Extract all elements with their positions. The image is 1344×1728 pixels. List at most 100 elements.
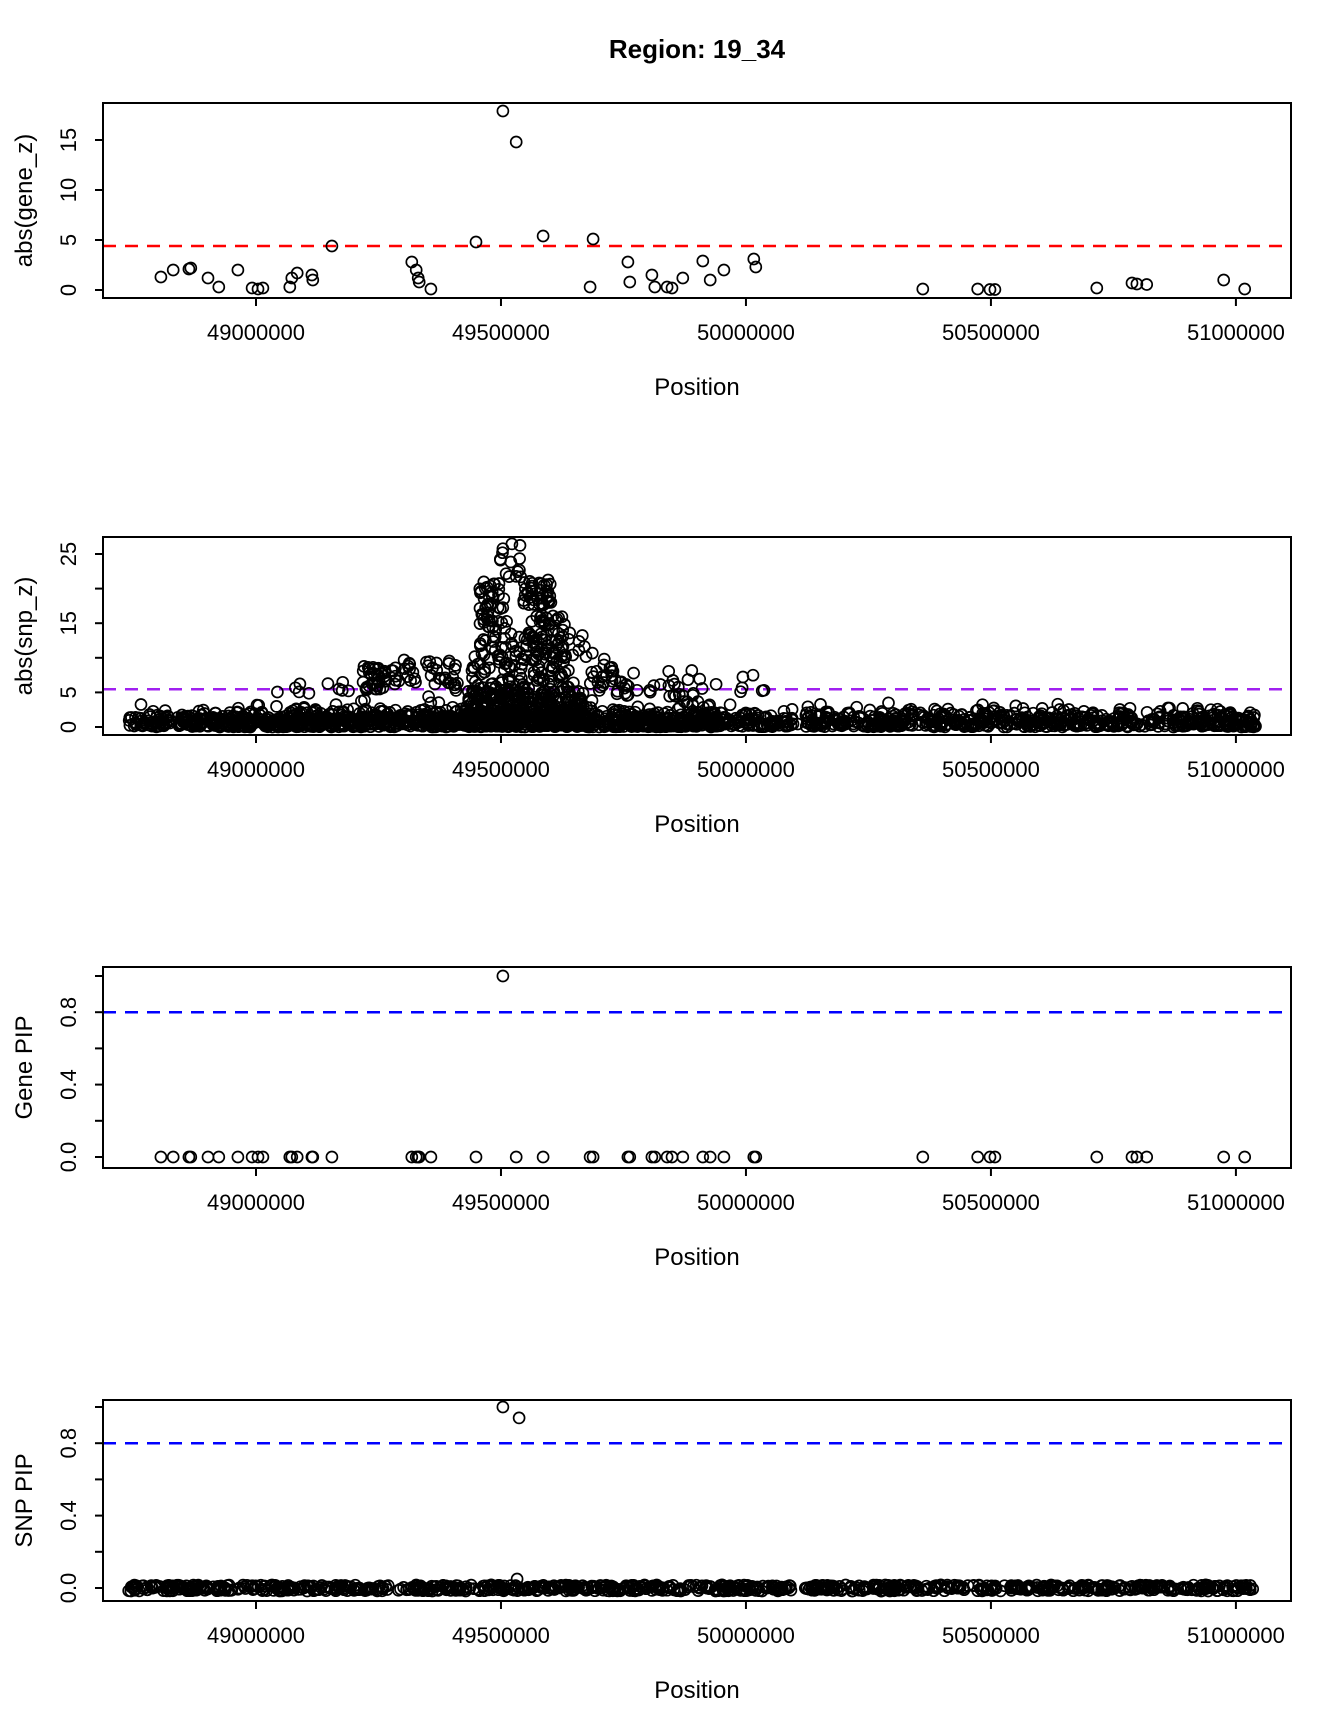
snp-z-point: [520, 640, 533, 653]
snp-z-point: [976, 698, 989, 712]
snp-z-point: [711, 719, 724, 733]
y-axis-title: abs(snp_z): [11, 577, 38, 696]
gene_pip-point: [1140, 1150, 1154, 1164]
snp-z-point: [1240, 711, 1254, 724]
snp-z-point: [270, 700, 283, 713]
snp-z-point: [735, 681, 749, 695]
gene_z-point: [747, 252, 761, 266]
x-tick-label: 49500000: [452, 757, 550, 782]
snp-z-point: [926, 718, 939, 732]
snp-z-point: [485, 590, 499, 603]
snp-pip-baseline-point: [1226, 1584, 1240, 1598]
snp-z-point: [882, 696, 895, 710]
snp-pip-baseline-point: [1045, 1578, 1058, 1592]
snp-z-point: [500, 656, 514, 670]
snp-pip-baseline-point: [1023, 1581, 1037, 1595]
snp-pip-baseline-point: [528, 1580, 542, 1593]
snp-z-point: [337, 705, 350, 719]
gene_z-point: [409, 263, 423, 277]
snp-z-point: [295, 714, 309, 727]
snp-z-point: [689, 714, 703, 728]
snp-pip-baseline-point: [1081, 1584, 1095, 1598]
snp-z-point: [1163, 701, 1176, 715]
snp-z-point: [529, 639, 543, 653]
snp-z-point: [1062, 712, 1075, 726]
snp-z-point: [468, 700, 481, 714]
snp-pip-baseline-point: [222, 1578, 236, 1592]
snp-z-point: [125, 711, 138, 724]
snp-z-point: [380, 707, 394, 721]
snp-z-point: [772, 718, 786, 732]
snp-z-point: [500, 615, 513, 628]
snp-z-point: [994, 711, 1008, 724]
snp-z-point: [888, 712, 902, 726]
gene_z-point: [166, 263, 180, 277]
y-tick-label: 0.8: [56, 1428, 81, 1459]
snp-z-point: [362, 661, 375, 675]
snp-z-point: [573, 704, 586, 718]
snp-z-point: [514, 662, 528, 675]
snp-z-point: [465, 664, 479, 677]
snp-z-point: [1056, 711, 1070, 725]
snp-z-point: [550, 694, 563, 708]
snp-z-point: [484, 681, 497, 695]
snp-z-point: [269, 713, 282, 727]
snp-z-point: [799, 708, 813, 722]
snp-pip-baseline-point: [439, 1582, 453, 1595]
snp-pip-baseline-point: [198, 1583, 212, 1597]
gene_z-point: [154, 270, 168, 284]
snp-z-point: [518, 706, 532, 720]
snp-z-point: [664, 718, 678, 731]
snp-z-point: [640, 719, 653, 733]
snp-pip-baseline-point: [1174, 1582, 1187, 1595]
snp-pip-baseline-point: [740, 1580, 753, 1594]
snp-z-point: [630, 683, 644, 697]
snp-pip-baseline-point: [989, 1582, 1003, 1595]
snp-pip-baseline-point: [1231, 1584, 1244, 1598]
snp-z-point: [671, 720, 685, 733]
snp-z-point: [539, 716, 553, 729]
snp-pip-baseline-point: [144, 1579, 158, 1592]
snp-z-point: [1012, 715, 1026, 729]
x-tick-label: 50500000: [942, 320, 1040, 345]
snp-z-point: [532, 576, 546, 590]
snp-z-point: [630, 720, 644, 733]
gene_z-point: [231, 263, 245, 277]
gene_pip-point: [703, 1150, 717, 1164]
snp-z-point: [1114, 715, 1127, 729]
snp-z-point: [474, 586, 487, 600]
snp-z-point: [1072, 719, 1086, 732]
snp-z-point: [513, 539, 527, 552]
snp-z-point: [473, 639, 487, 653]
gene_pip-point: [424, 1150, 438, 1164]
snp-z-point: [1033, 712, 1046, 725]
gene_pip-point: [496, 969, 510, 983]
snp-z-point: [814, 698, 827, 711]
snp-z-point: [729, 711, 743, 725]
gene_z-points-layer: [154, 104, 1252, 296]
snp-z-point: [525, 590, 538, 604]
snp-z-point: [542, 618, 556, 632]
snp-z-point: [727, 717, 740, 731]
gene_pip-point: [166, 1150, 180, 1164]
snp-z-point: [705, 717, 719, 731]
snp-z-point: [479, 601, 492, 615]
snp-z-point: [332, 705, 346, 719]
x-tick-label: 50500000: [942, 1190, 1040, 1215]
snp-z-point: [627, 716, 641, 730]
snp-z-point: [828, 712, 842, 726]
snp-z-point: [723, 698, 737, 712]
snp-z-point: [858, 719, 872, 733]
snp-pip-baseline-point: [554, 1578, 568, 1592]
snp-z-point: [764, 716, 778, 730]
snp-pip-baseline-point: [808, 1581, 822, 1595]
gene_z-point: [586, 232, 600, 246]
gene_z-point: [583, 280, 597, 294]
snp-z-point: [470, 684, 483, 698]
snp-z-point: [478, 695, 492, 708]
snp-z-point: [343, 716, 357, 730]
y-tick-label: 0.0: [56, 1573, 81, 1604]
snp-z-point: [930, 714, 944, 728]
snp-z-point: [186, 716, 199, 729]
snp-z-point: [490, 709, 503, 722]
